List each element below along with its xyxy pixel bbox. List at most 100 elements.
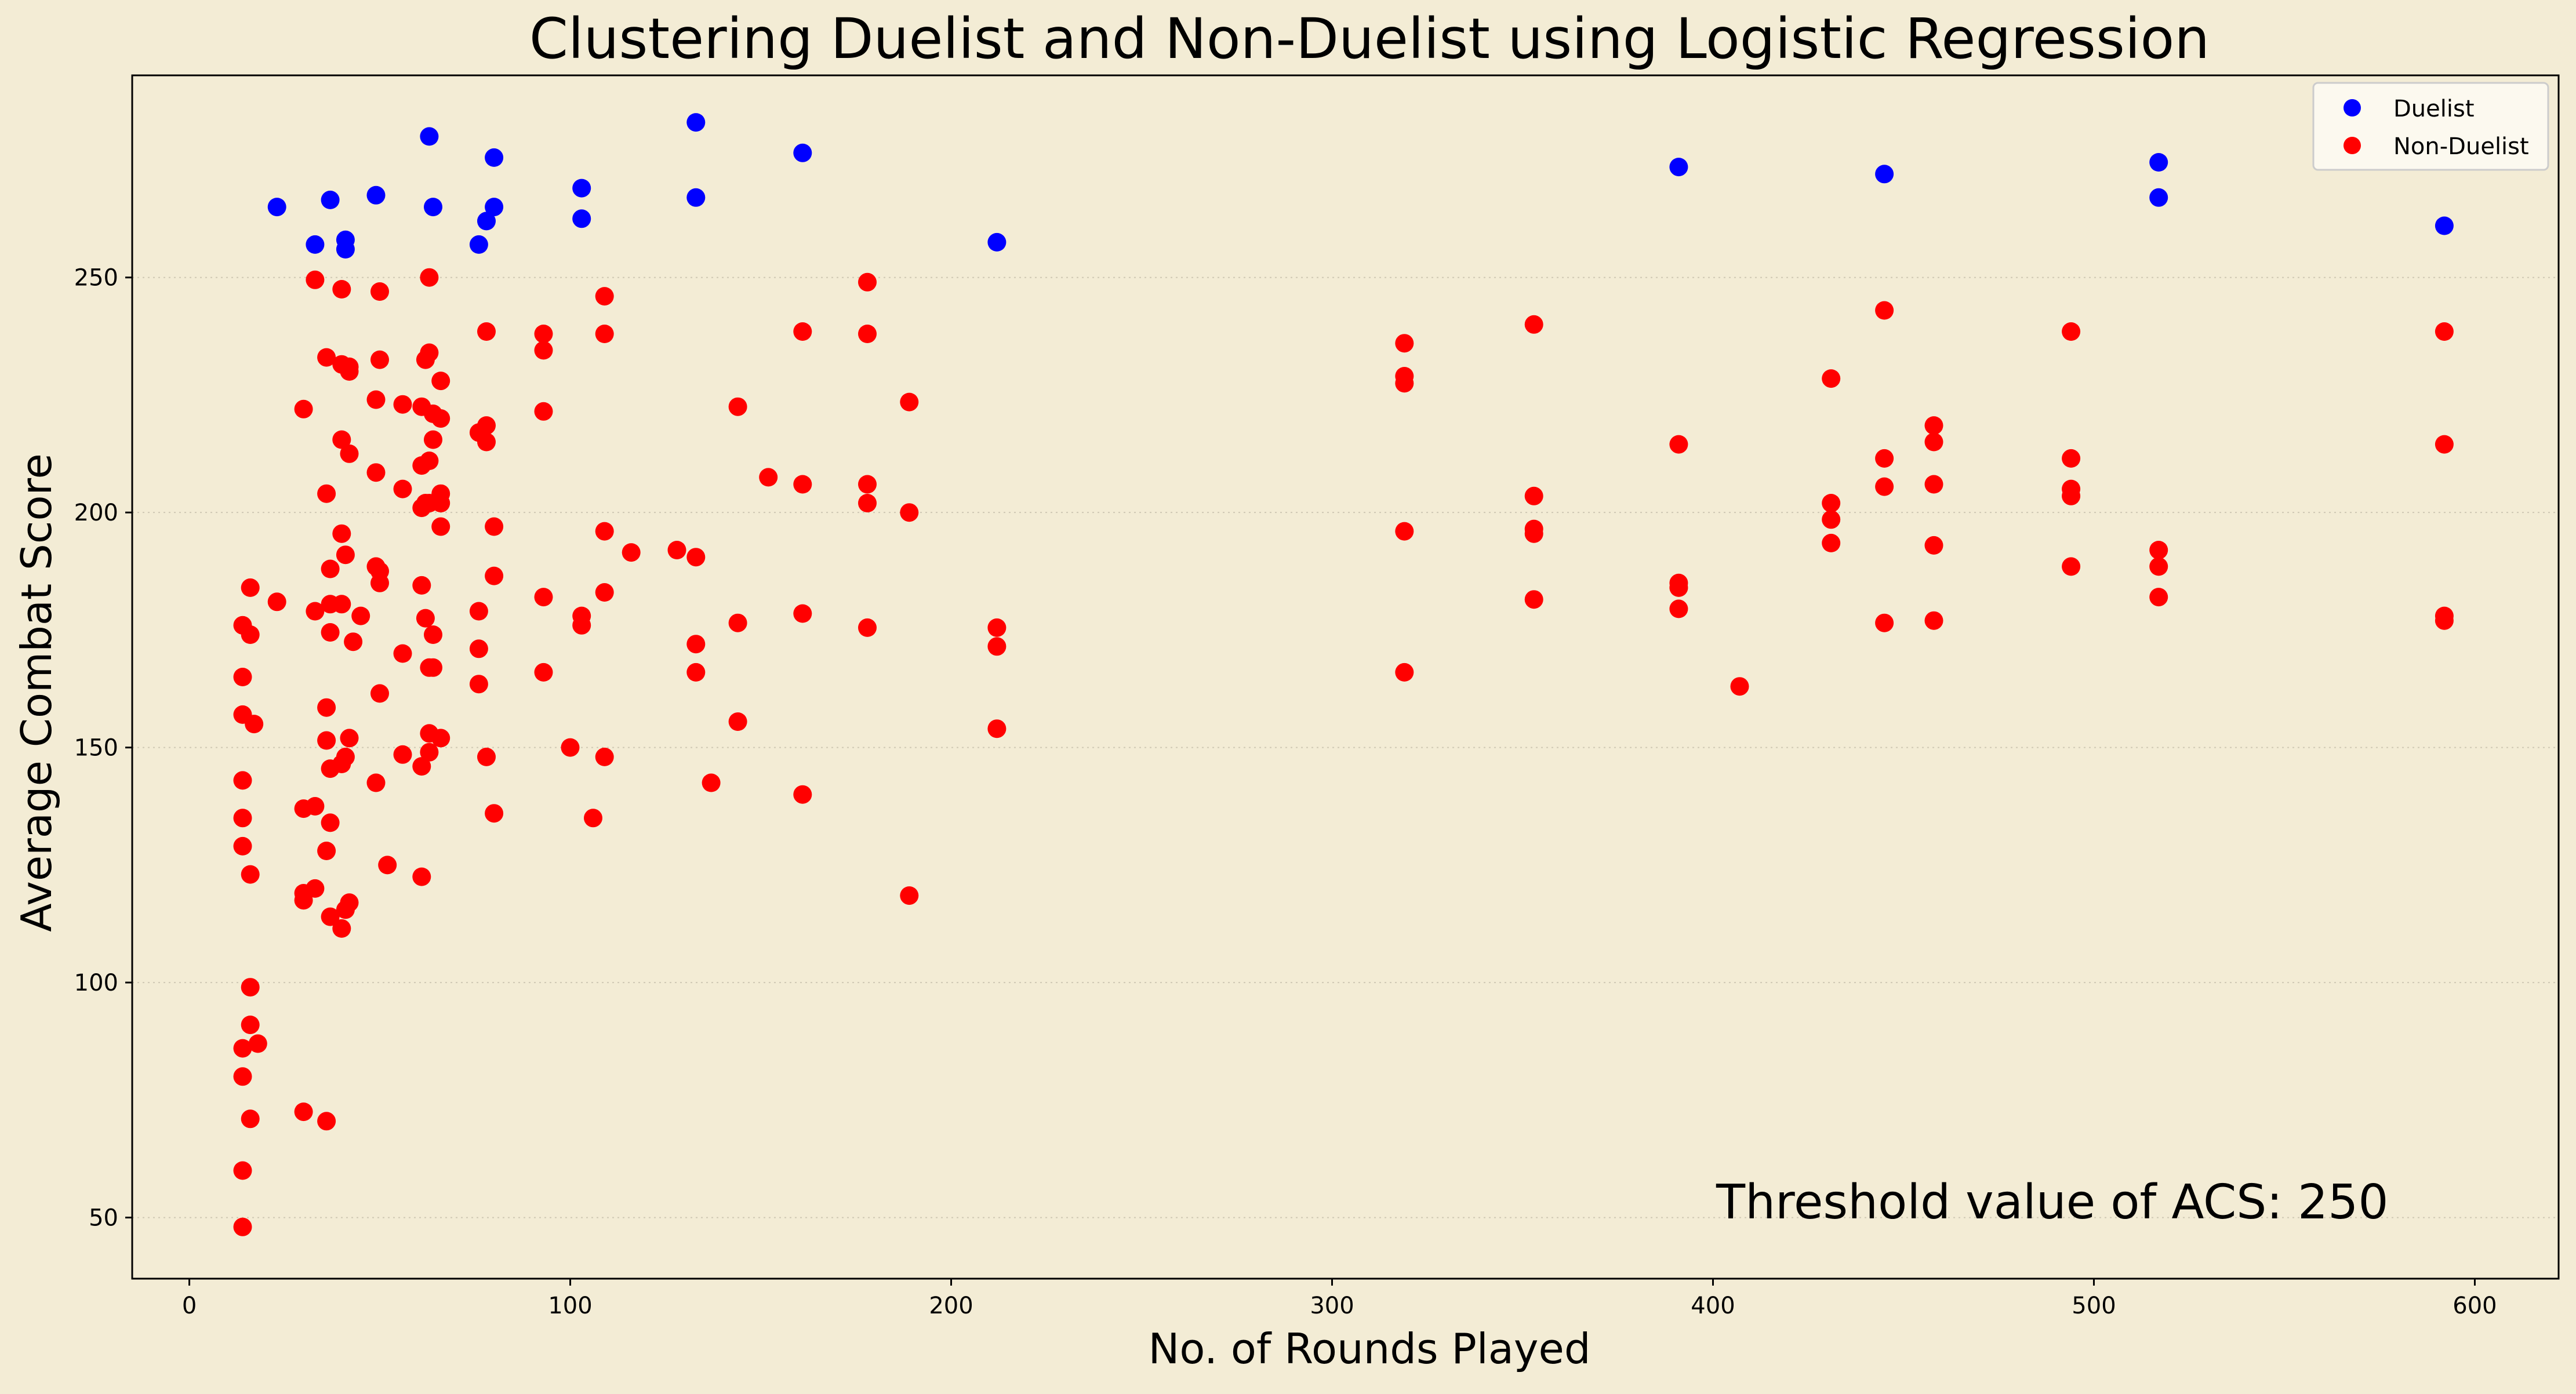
threshold-annotation: Threshold value of ACS: 250 (1716, 1175, 2389, 1230)
x-tick-label: 400 (1691, 1293, 1735, 1319)
non-duelist-point (987, 637, 1007, 656)
non-duelist-point (858, 618, 877, 637)
non-duelist-point (1395, 334, 1414, 353)
non-duelist-point (233, 1217, 252, 1236)
non-duelist-point (306, 797, 325, 816)
plot-area-frame (131, 74, 2560, 1280)
non-duelist-point (317, 484, 336, 503)
non-duelist-point (366, 773, 386, 792)
non-duelist-point (1395, 522, 1414, 541)
non-duelist-point (393, 479, 412, 498)
non-duelist-point (424, 658, 442, 677)
non-duelist-point (595, 747, 614, 766)
non-duelist-point (900, 886, 919, 905)
non-duelist-point (987, 618, 1007, 637)
duelist-point (336, 240, 355, 259)
non-duelist-point (1924, 536, 1943, 555)
non-duelist-point (412, 867, 431, 886)
non-duelist-point (728, 613, 747, 632)
non-duelist-point (987, 719, 1007, 738)
duelist-point (572, 209, 591, 228)
non-duelist-point (321, 623, 340, 642)
non-duelist-point (393, 395, 412, 414)
non-duelist-point (1822, 369, 1841, 388)
non-duelist-point (294, 891, 313, 910)
non-duelist-point (534, 341, 553, 360)
non-duelist-point (332, 280, 351, 299)
non-duelist-point (1875, 477, 1894, 496)
non-duelist-point (728, 712, 747, 731)
non-duelist-point (485, 566, 504, 585)
non-duelist-point (1524, 590, 1543, 609)
legend-marker-duelist (2344, 99, 2361, 117)
non-duelist-point (412, 576, 431, 595)
non-duelist-point (332, 430, 351, 449)
non-duelist-point (317, 731, 336, 750)
duelist-point (2149, 153, 2168, 172)
non-duelist-point (245, 715, 264, 734)
non-duelist-point (233, 771, 252, 790)
non-duelist-point (1924, 611, 1943, 630)
non-duelist-point (793, 475, 812, 494)
non-duelist-point (241, 1109, 260, 1129)
non-duelist-point (431, 409, 450, 428)
legend-label-non-duelist: Non-Duelist (2393, 133, 2529, 160)
non-duelist-point (702, 773, 721, 792)
non-duelist-point (595, 287, 614, 306)
non-duelist-point (667, 541, 686, 559)
non-duelist-point (332, 919, 351, 938)
y-tick-label: 50 (89, 1205, 118, 1232)
non-duelist-point (900, 392, 919, 412)
duelist-point (485, 148, 504, 167)
non-duelist-point (477, 416, 496, 435)
non-duelist-point (336, 545, 355, 565)
non-duelist-point (1822, 533, 1841, 552)
non-duelist-point (351, 606, 370, 625)
non-duelist-point (1730, 677, 1749, 696)
duelist-point (572, 179, 591, 198)
non-duelist-point (2435, 322, 2454, 341)
x-tick-label: 100 (548, 1293, 592, 1319)
non-duelist-point (340, 444, 359, 463)
y-axis-label: Average Combat Score (12, 453, 61, 932)
non-duelist-point (485, 517, 504, 536)
legend-marker-non-duelist (2344, 137, 2361, 154)
non-duelist-point (370, 282, 389, 301)
duelist-point (306, 235, 325, 254)
non-duelist-point (858, 494, 877, 512)
non-duelist-point (393, 745, 412, 764)
non-duelist-point (1395, 374, 1414, 393)
non-duelist-point (306, 270, 325, 289)
duelist-point (469, 235, 488, 254)
non-duelist-point (321, 907, 340, 926)
legend: Duelist Non-Duelist (2312, 82, 2549, 171)
non-duelist-point (317, 842, 336, 860)
non-duelist-point (332, 524, 351, 543)
non-duelist-point (1924, 416, 1943, 435)
duelist-point (420, 127, 439, 146)
non-duelist-point (1669, 578, 1688, 597)
non-duelist-point (233, 1067, 252, 1086)
non-duelist-point (1822, 510, 1841, 529)
non-duelist-point (233, 668, 252, 686)
non-duelist-point (431, 729, 450, 748)
non-duelist-point (317, 1112, 336, 1131)
x-tick-label: 200 (929, 1293, 973, 1319)
non-duelist-point (759, 468, 778, 487)
non-duelist-point (1524, 524, 1543, 543)
non-duelist-point (595, 522, 614, 541)
y-tick-label: 250 (74, 265, 118, 292)
non-duelist-point (584, 809, 602, 828)
non-duelist-point (2062, 449, 2081, 468)
non-duelist-point (900, 503, 919, 522)
non-duelist-point (595, 583, 614, 602)
non-duelist-point (233, 1039, 252, 1058)
non-duelist-point (317, 348, 336, 367)
non-duelist-point (294, 399, 313, 418)
non-duelist-point (233, 1161, 252, 1180)
duelist-point (424, 198, 442, 217)
legend-box (2312, 82, 2549, 171)
non-duelist-point (686, 663, 706, 682)
non-duelist-point (2149, 557, 2168, 576)
non-duelist-point (336, 747, 355, 766)
